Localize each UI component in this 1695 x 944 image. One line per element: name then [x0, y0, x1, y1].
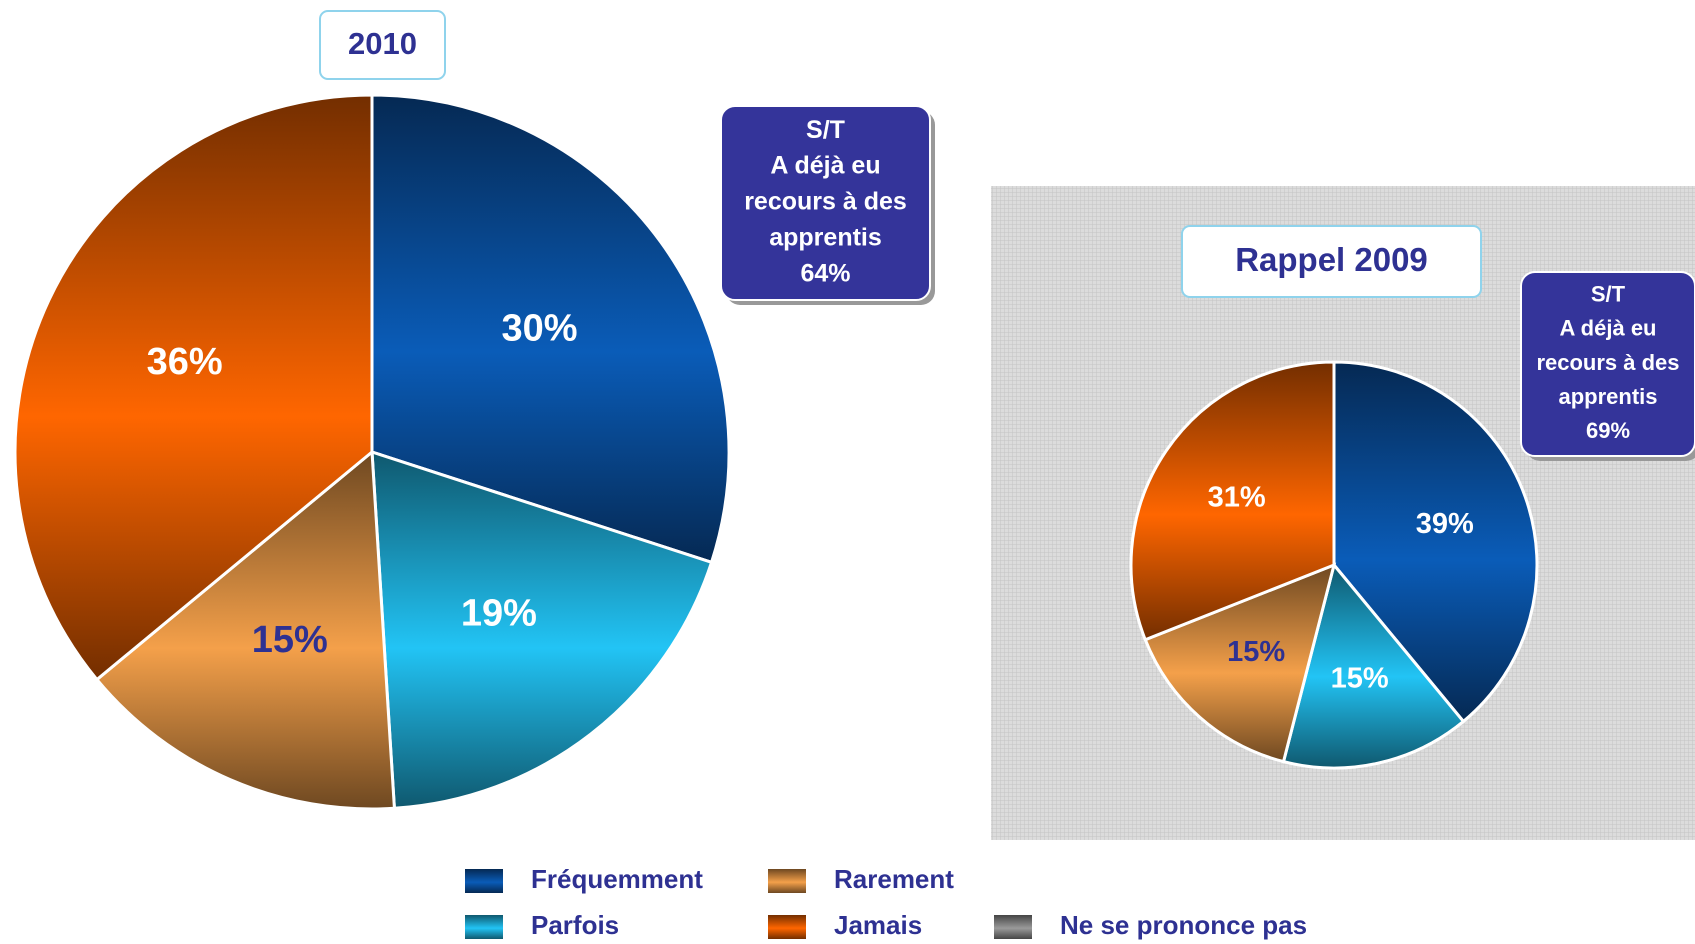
legend-swatch [465, 869, 503, 893]
pie-slice [370, 93, 731, 565]
legend-label: Ne se prononce pas [1060, 910, 1307, 940]
callout-text: apprentis [1558, 384, 1657, 409]
callout-box [1520, 271, 1695, 457]
legend-swatch [768, 869, 806, 893]
pie-slice [1332, 360, 1539, 724]
data-label: 15% [252, 619, 328, 661]
legend-swatch [994, 915, 1032, 939]
legend-label: Parfois [531, 910, 619, 940]
legend-label: Jamais [834, 910, 922, 940]
data-label: 15% [1331, 663, 1389, 695]
callout-text: recours à des [744, 188, 907, 216]
legend-swatch [768, 915, 806, 939]
pie-slice [370, 449, 714, 810]
chart-title: Rappel 2009 [1235, 241, 1428, 278]
title-box [1181, 225, 1482, 298]
pie-slice [1129, 360, 1336, 642]
data-label: 15% [1227, 636, 1285, 668]
callout-text: apprentis [769, 224, 882, 252]
pie-slice [1281, 561, 1466, 770]
legend-label: Rarement [834, 864, 954, 894]
callout-box [720, 105, 931, 301]
callout-value: 69% [1586, 418, 1630, 443]
callout-text: S/T [1591, 282, 1626, 307]
data-label: 36% [147, 341, 223, 383]
legend-swatch [465, 915, 503, 939]
callout-text: recours à des [1536, 350, 1679, 375]
pie-slice [94, 448, 397, 811]
chart-title: 2010 [348, 26, 417, 61]
data-label: 30% [501, 307, 577, 349]
callout-text: A déjà eu [770, 152, 880, 180]
data-label: 39% [1416, 508, 1474, 540]
pie-slice [13, 93, 374, 682]
callout-text: A déjà eu [1560, 316, 1657, 341]
data-label: 31% [1208, 481, 1266, 513]
pie-slice [1143, 562, 1337, 764]
title-box [319, 10, 446, 80]
callout-text: S/T [806, 116, 845, 144]
legend-label: Fréquemment [531, 864, 703, 894]
callout-value: 64% [800, 259, 850, 287]
data-label: 19% [461, 593, 537, 635]
